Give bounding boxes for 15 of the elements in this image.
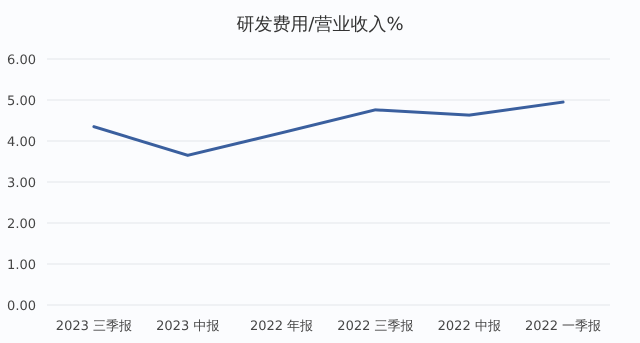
- y-tick-label: 1.00: [7, 258, 36, 273]
- y-tick-label: 5.00: [7, 94, 36, 109]
- y-tick-label: 2.00: [7, 217, 36, 232]
- y-tick-label: 4.00: [7, 135, 36, 150]
- y-tick-label: 6.00: [7, 53, 36, 68]
- x-tick-label: 2023 三季报: [56, 319, 132, 334]
- x-tick-label: 2022 中报: [438, 319, 501, 334]
- x-tick-label: 2022 三季报: [337, 319, 414, 334]
- line-series: [92, 100, 565, 157]
- x-tick-label: 2022 年报: [250, 319, 314, 334]
- chart-title: 研发费用/营业收入%: [236, 14, 404, 35]
- y-tick-label: 0.00: [7, 299, 36, 314]
- x-tick-label: 2022 一季报: [524, 319, 602, 334]
- x-tick-label: 2023 中报: [156, 319, 220, 334]
- y-tick-label: 3.00: [7, 176, 36, 191]
